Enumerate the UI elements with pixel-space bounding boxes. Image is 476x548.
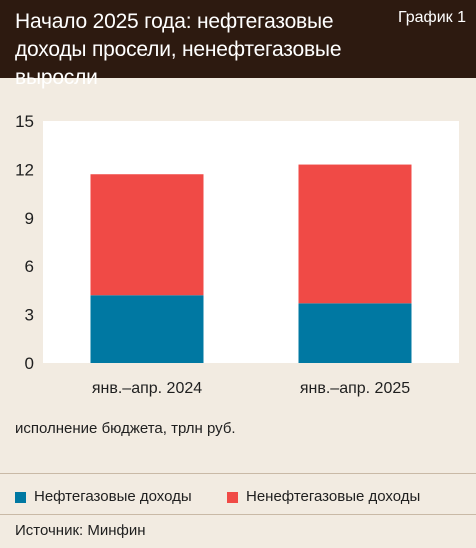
x-tick-label: янв.–апр. 2025 (300, 380, 410, 397)
stacked-bar-chart: 0 3 6 9 12 15 янв.–апр. 2024 янв.–апр. 2025 (15, 112, 459, 397)
y-tick-label: 12 (15, 160, 34, 179)
bar-non-oil-gas-2 (298, 164, 412, 304)
legend-label-oil-gas: Нефтегазовые доходы (34, 488, 192, 505)
legend-label-non-oil-gas: Ненефтегазовые доходы (246, 488, 421, 505)
chart-number-tag: График 1 (397, 9, 466, 26)
bar-oil-gas-1 (90, 295, 204, 363)
y-tick-label: 15 (15, 112, 34, 131)
divider-top (0, 473, 476, 474)
y-tick-label: 0 (25, 354, 34, 373)
bar-non-oil-gas-1 (90, 174, 204, 296)
chart-area: 0 3 6 9 12 15 янв.–апр. 2024 янв.–апр. 2025 (0, 78, 476, 473)
legend-item-non-oil-gas: Ненефтегазовые доходы (227, 482, 420, 512)
y-tick-label: 9 (25, 209, 34, 228)
source-note: Источник: Минфин (15, 522, 146, 539)
legend-swatch-oil-gas (15, 491, 26, 503)
chart-header: Начало 2025 года: нефтегазовые доходы пр… (0, 0, 476, 89)
chart-title: Начало 2025 года: нефтегазовые доходы пр… (15, 10, 342, 89)
y-tick-label: 6 (25, 257, 34, 276)
y-tick-label: 3 (25, 306, 34, 325)
bar-oil-gas-2 (298, 303, 412, 363)
legend: Нефтегазовые доходы Ненефтегазовые доход… (0, 482, 476, 512)
divider-bottom (0, 514, 476, 515)
axis-unit-caption: исполнение бюджета, трлн руб. (15, 420, 236, 437)
x-tick-label: янв.–апр. 2024 (92, 380, 202, 397)
legend-swatch-non-oil-gas (227, 491, 238, 503)
legend-item-oil-gas: Нефтегазовые доходы (15, 482, 192, 512)
